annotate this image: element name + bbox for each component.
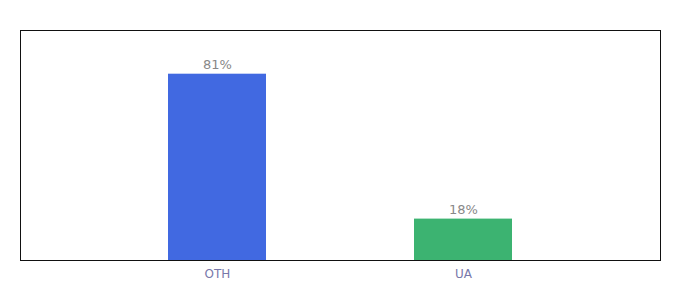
svg-text:UA: UA bbox=[455, 267, 473, 281]
svg-text:OTH: OTH bbox=[205, 267, 231, 281]
svg-text:18%: 18% bbox=[449, 202, 478, 217]
svg-text:81%: 81% bbox=[203, 57, 232, 72]
